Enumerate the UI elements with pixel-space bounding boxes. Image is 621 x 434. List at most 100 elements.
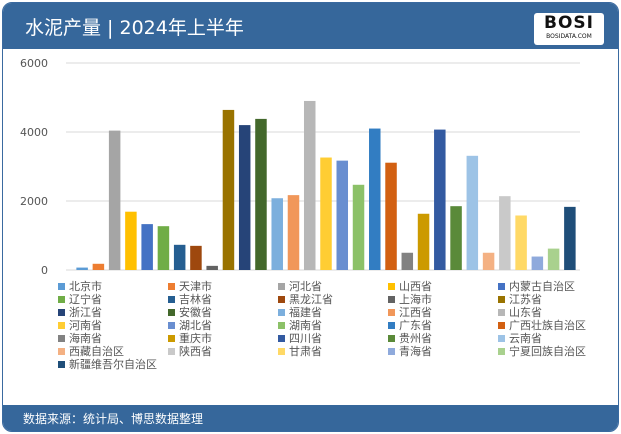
bar-吉林省 <box>173 244 186 270</box>
legend-swatch <box>388 309 395 316</box>
bar-贵州省 <box>450 206 462 270</box>
legend-label: 山西省 <box>399 280 432 293</box>
legend-label: 广东省 <box>399 319 432 332</box>
bar-北京市 <box>76 267 88 270</box>
legend-swatch <box>278 283 285 290</box>
bar-上海市 <box>206 265 218 270</box>
bar-山东省 <box>303 100 316 270</box>
bosi-logo: BOSI BOSIDATA.COM <box>534 13 604 45</box>
legend-label: 河北省 <box>289 280 322 293</box>
y-tick-label: 4000 <box>20 126 48 139</box>
bar-甘肃省 <box>515 215 527 270</box>
legend-swatch <box>278 348 285 355</box>
legend-label: 福建省 <box>289 305 322 319</box>
legend-swatch <box>498 296 505 303</box>
bar-浙江省 <box>238 125 251 270</box>
bar-辽宁省 <box>157 226 170 270</box>
legend-label: 浙江省 <box>69 306 102 319</box>
legend-swatch <box>278 309 285 316</box>
bar-宁夏回族自治区 <box>547 248 560 270</box>
legend-swatch <box>58 361 65 368</box>
legend-label: 吉林省 <box>179 292 212 306</box>
bar-西藏自治区 <box>482 252 495 270</box>
bar-新疆维吾尔自治区 <box>564 206 576 270</box>
legend-label: 上海市 <box>399 292 432 306</box>
legend-swatch <box>58 322 65 329</box>
legend-swatch <box>498 283 505 290</box>
legend-swatch <box>278 322 285 329</box>
legend-swatch <box>278 335 285 342</box>
legend-swatch <box>498 322 505 329</box>
bar-安徽省 <box>255 118 267 270</box>
legend-label: 天津市 <box>179 279 212 293</box>
legend-label: 安徽省 <box>179 305 212 319</box>
y-tick-label: 0 <box>41 264 48 277</box>
bar-陕西省 <box>499 196 511 270</box>
y-tick-label: 2000 <box>20 195 48 208</box>
legend-label: 新疆维吾尔自治区 <box>69 357 157 371</box>
bar-重庆市 <box>417 213 430 270</box>
bar-广东省 <box>369 128 381 270</box>
legend-label: 辽宁省 <box>69 292 102 306</box>
y-tick-label: 6000 <box>20 57 48 70</box>
legend-swatch <box>58 309 65 316</box>
legend-label: 内蒙古自治区 <box>509 279 575 293</box>
legend-swatch <box>58 335 65 342</box>
bar-湖南省 <box>352 184 365 270</box>
bar-山西省 <box>125 211 137 270</box>
legend-swatch <box>388 283 395 290</box>
legend-swatch <box>498 309 505 316</box>
legend-swatch <box>498 335 505 342</box>
legend-label: 四川省 <box>289 332 322 345</box>
logo-sub: BOSIDATA.COM <box>546 33 592 40</box>
legend-swatch <box>498 348 505 355</box>
legend-label: 河南省 <box>69 319 102 332</box>
legend-label: 湖北省 <box>179 319 212 332</box>
bar-河北省 <box>108 130 121 270</box>
legend-label: 青海省 <box>399 344 432 358</box>
legend-label: 江西省 <box>399 306 432 319</box>
legend-swatch <box>168 322 175 329</box>
legend-label: 甘肃省 <box>289 345 322 358</box>
legend-label: 湖南省 <box>289 319 322 332</box>
legend-label: 西藏自治区 <box>69 344 124 358</box>
source-text: 数据来源：统计局、博思数据整理 <box>23 412 204 426</box>
legend-swatch <box>168 348 175 355</box>
chart-title: 水泥产量 | 2024年上半年 <box>25 17 244 39</box>
legend-swatch <box>58 348 65 355</box>
bar-天津市 <box>92 263 105 270</box>
legend-label: 江苏省 <box>509 293 542 306</box>
legend-label: 云南省 <box>509 332 542 345</box>
bar-湖北省 <box>336 160 349 270</box>
legend-swatch <box>388 348 395 355</box>
bar-青海省 <box>531 256 544 270</box>
legend-swatch <box>58 283 65 290</box>
legend-label: 陕西省 <box>179 344 212 358</box>
bar-广西壮族自治区 <box>385 162 397 270</box>
legend-swatch <box>168 296 175 303</box>
legend-label: 宁夏回族自治区 <box>509 344 586 358</box>
bar-江苏省 <box>222 109 235 270</box>
legend-swatch <box>388 335 395 342</box>
legend-swatch <box>168 309 175 316</box>
legend-label: 广西壮族自治区 <box>509 318 586 332</box>
legend-swatch <box>388 296 395 303</box>
footer: 数据来源：统计局、博思数据整理 <box>3 405 618 431</box>
legend-swatch <box>168 335 175 342</box>
bar-云南省 <box>466 155 479 270</box>
legend-swatch <box>168 283 175 290</box>
bar-河南省 <box>320 157 332 270</box>
bar-江西省 <box>287 195 300 270</box>
logo-text: BOSI <box>544 13 594 33</box>
legend-label: 山东省 <box>509 306 542 319</box>
bar-福建省 <box>271 198 283 270</box>
header: 水泥产量 | 2024年上半年 BOSI BOSIDATA.COM <box>3 3 618 49</box>
legend-label: 贵州省 <box>399 332 432 345</box>
legend-label: 海南省 <box>69 331 102 345</box>
legend-label: 黑龙江省 <box>289 293 333 306</box>
legend-swatch <box>58 296 65 303</box>
bar-内蒙古自治区 <box>141 224 153 270</box>
bar-海南省 <box>401 252 414 270</box>
